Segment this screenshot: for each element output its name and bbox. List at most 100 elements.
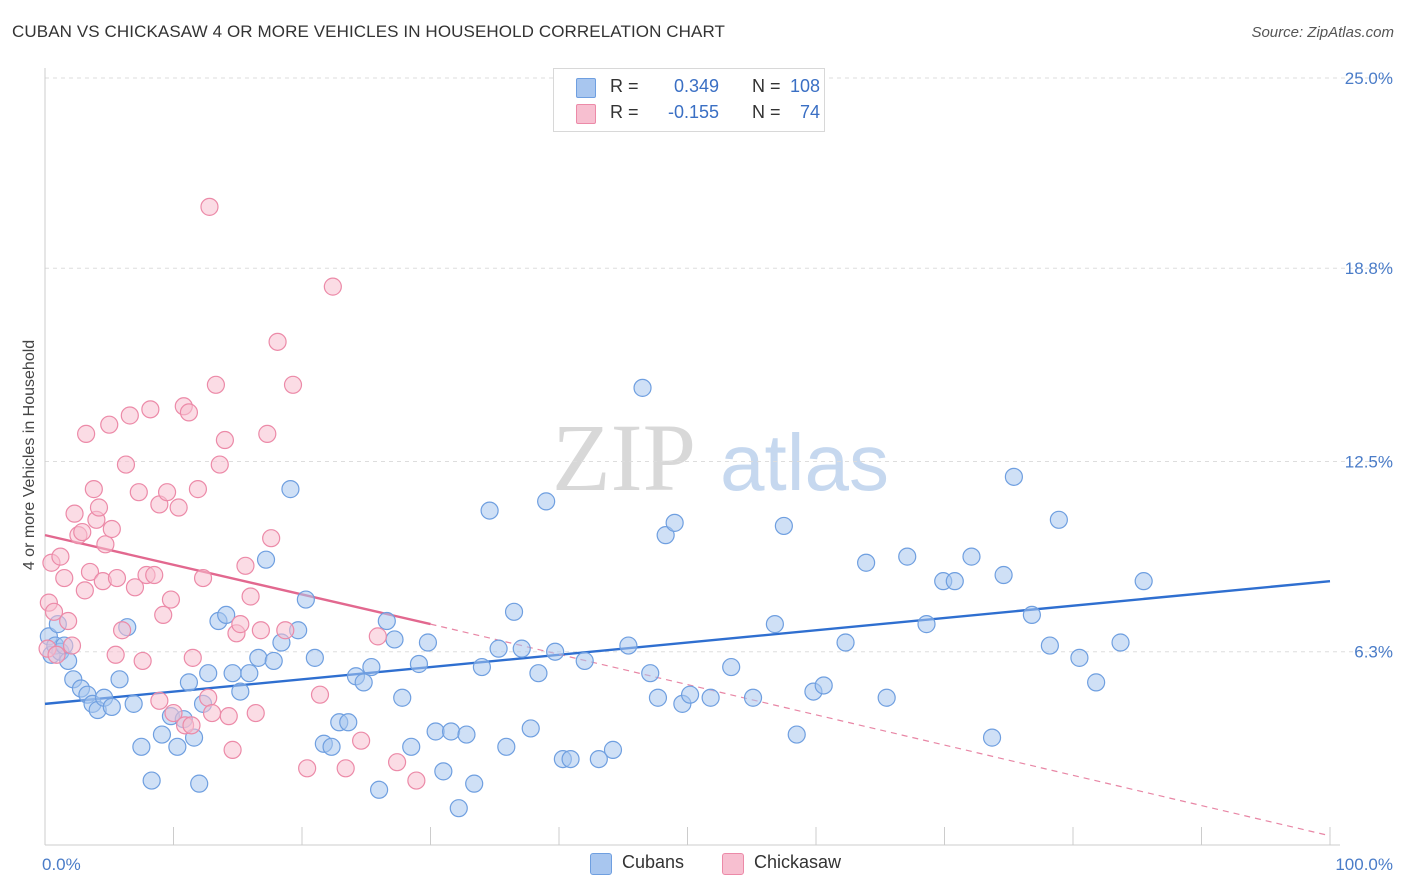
data-point-cubans xyxy=(168,737,187,756)
legend-n-label: N = xyxy=(752,76,781,96)
data-point-chickasaw xyxy=(236,556,255,575)
data-point-cubans xyxy=(102,697,121,717)
data-point-chickasaw xyxy=(298,759,317,778)
y-tick-label: 12.5% xyxy=(1345,453,1393,472)
zipatlas-watermark: ZIP atlas xyxy=(552,404,889,511)
data-point-chickasaw xyxy=(59,611,78,631)
data-point-cubans xyxy=(774,516,793,536)
data-point-chickasaw xyxy=(262,529,281,548)
data-point-chickasaw xyxy=(125,578,145,597)
data-point-cubans xyxy=(504,602,524,621)
data-point-cubans xyxy=(426,722,445,741)
legend-swatch-cubans xyxy=(576,78,596,98)
data-point-cubans xyxy=(449,799,468,818)
data-point-chickasaw xyxy=(352,731,371,750)
data-point-cubans xyxy=(296,590,315,609)
x-tick-label-max: 100.0% xyxy=(1335,855,1393,874)
data-point-cubans xyxy=(945,572,964,591)
data-point-cubans xyxy=(152,725,172,744)
data-point-chickasaw xyxy=(310,685,330,704)
data-point-cubans xyxy=(1004,467,1023,486)
data-point-cubans xyxy=(441,722,461,741)
data-point-chickasaw xyxy=(116,455,136,474)
legend-r-value: -0.155 xyxy=(668,102,720,122)
data-point-chickasaw xyxy=(120,406,139,425)
chart-title: CUBAN VS CHICKASAW 4 OR MORE VEHICLES IN… xyxy=(12,22,726,41)
legend-r-label: R = xyxy=(610,102,639,122)
data-point-chickasaw xyxy=(387,753,407,772)
data-point-cubans xyxy=(603,740,623,759)
source-label: Source: ZipAtlas.com xyxy=(1251,24,1394,41)
data-point-cubans xyxy=(633,378,652,397)
data-point-cubans xyxy=(402,737,421,756)
data-point-cubans xyxy=(619,636,638,655)
bottom-legend-swatch-chickasaw xyxy=(722,853,744,875)
data-point-cubans xyxy=(370,780,389,799)
data-point-chickasaw xyxy=(258,424,277,443)
data-point-cubans xyxy=(281,480,300,499)
correlation-legend: R = 0.349 N = 108 R = -0.155 N = 74 xyxy=(553,68,825,132)
data-point-chickasaw xyxy=(215,430,234,450)
data-point-cubans xyxy=(377,611,396,631)
data-point-cubans xyxy=(877,688,896,707)
data-point-cubans xyxy=(385,630,404,649)
data-point-cubans xyxy=(656,526,675,545)
data-point-chickasaw xyxy=(65,504,84,523)
data-point-cubans xyxy=(537,492,556,511)
tick-labels: 6.3% 12.5% 18.8% 25.0% 0.0% 100.0% xyxy=(42,69,1393,874)
data-point-chickasaw xyxy=(202,703,222,723)
data-point-chickasaw xyxy=(199,688,218,707)
data-point-cubans xyxy=(561,749,580,769)
data-point-cubans xyxy=(1111,633,1130,652)
data-point-chickasaw xyxy=(154,605,173,625)
data-point-cubans xyxy=(472,657,491,677)
data-point-cubans xyxy=(1022,605,1041,625)
legend-n-label: N = xyxy=(752,102,781,122)
data-point-cubans xyxy=(521,719,540,738)
data-point-cubans xyxy=(223,664,242,683)
trend-line-cubans xyxy=(44,579,1331,706)
data-point-cubans xyxy=(529,664,548,683)
data-point-cubans xyxy=(787,725,806,744)
data-point-chickasaw xyxy=(179,403,199,422)
data-point-cubans xyxy=(836,633,855,652)
data-point-chickasaw xyxy=(276,621,295,640)
data-point-cubans xyxy=(1087,673,1106,692)
data-point-cubans xyxy=(124,694,143,713)
data-point-cubans xyxy=(680,685,700,704)
data-point-cubans xyxy=(240,664,259,683)
data-point-chickasaw xyxy=(251,621,270,640)
data-point-cubans xyxy=(110,670,129,689)
data-point-cubans xyxy=(648,688,668,707)
y-tick-label: 18.8% xyxy=(1345,259,1393,278)
data-point-cubans xyxy=(434,762,453,781)
legend-n-value: 74 xyxy=(800,102,821,122)
data-point-chickasaw xyxy=(141,400,160,419)
data-point-cubans xyxy=(575,651,594,671)
data-point-chickasaw xyxy=(145,565,164,585)
data-point-chickasaw xyxy=(157,483,177,502)
legend-r-value: 0.349 xyxy=(674,76,720,96)
data-point-chickasaw xyxy=(200,197,219,216)
data-point-chickasaw xyxy=(84,480,103,499)
data-point-cubans xyxy=(982,728,1002,747)
data-point-chickasaw xyxy=(188,480,208,499)
data-point-cubans xyxy=(457,725,476,744)
data-point-chickasaw xyxy=(102,519,121,539)
data-point-chickasaw xyxy=(407,771,426,790)
data-point-cubans xyxy=(393,688,412,707)
data-point-chickasaw xyxy=(55,568,74,588)
data-point-cubans xyxy=(1070,648,1089,667)
data-point-cubans xyxy=(132,737,151,756)
data-point-chickasaw xyxy=(133,651,152,671)
data-point-cubans xyxy=(701,688,720,707)
data-point-chickasaw xyxy=(206,375,226,394)
y-tick-label: 6.3% xyxy=(1354,643,1393,662)
data-point-chickasaw xyxy=(80,562,100,582)
data-point-cubans xyxy=(489,639,508,658)
data-point-cubans xyxy=(249,648,268,667)
data-points xyxy=(38,197,1153,818)
data-point-chickasaw xyxy=(268,332,287,351)
data-point-chickasaw xyxy=(47,645,66,664)
